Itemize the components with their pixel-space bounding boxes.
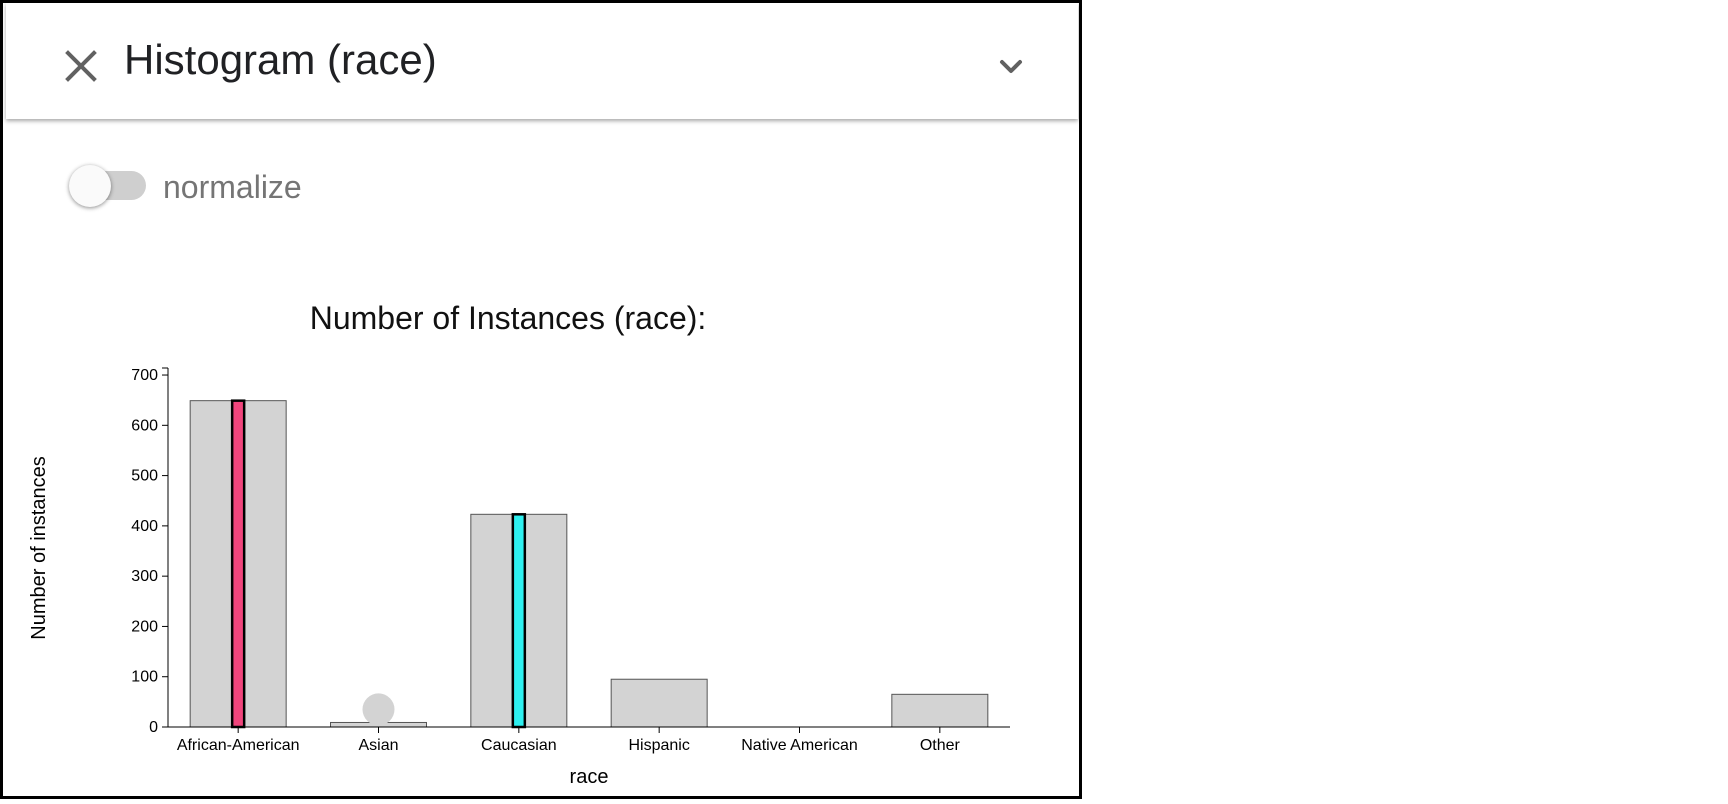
panel-header: Histogram (race) <box>6 3 1078 119</box>
close-button[interactable] <box>56 41 104 89</box>
y-tick-label: 500 <box>131 468 158 485</box>
y-tick-label: 300 <box>131 568 158 585</box>
x-tick-label: Other <box>920 737 961 754</box>
bar-hispanic[interactable] <box>610 678 708 728</box>
x-tick-label: Caucasian <box>481 737 557 754</box>
normalize-label: normalize <box>163 169 302 205</box>
toggle-knob[interactable] <box>69 165 111 207</box>
bar-other[interactable] <box>891 693 989 728</box>
x-tick-label: Native American <box>741 737 858 754</box>
marker-asian[interactable] <box>362 693 395 726</box>
race-histogram-chart: Number of Instances (race): African-Ameri… <box>28 300 1010 788</box>
x-axis-label: race <box>570 766 609 788</box>
highlight-bar-african-american[interactable] <box>230 399 246 729</box>
y-tick-label: 400 <box>131 518 158 535</box>
chart-title: Number of Instances (race): <box>310 300 707 336</box>
histogram-panel: Histogram (race) normalize Number of Ins… <box>0 0 1082 799</box>
x-tick-label: Hispanic <box>628 737 689 754</box>
y-tick-label: 100 <box>131 669 158 686</box>
x-tick-label: Asian <box>358 737 398 754</box>
y-tick-label: 200 <box>131 618 158 635</box>
y-axis-label: Number of instances <box>28 456 50 639</box>
y-tick-label: 0 <box>149 719 158 736</box>
panel-title: Histogram (race) <box>124 36 437 83</box>
y-tick-label: 600 <box>131 417 158 434</box>
highlight-bar-caucasian[interactable] <box>511 513 527 729</box>
chevron-down-icon <box>1000 60 1022 73</box>
normalize-toggle[interactable] <box>69 165 149 209</box>
close-icon <box>65 50 97 82</box>
y-tick-label: 700 <box>131 367 158 384</box>
expand-button[interactable] <box>991 47 1031 87</box>
x-tick-label: African-American <box>177 737 300 754</box>
